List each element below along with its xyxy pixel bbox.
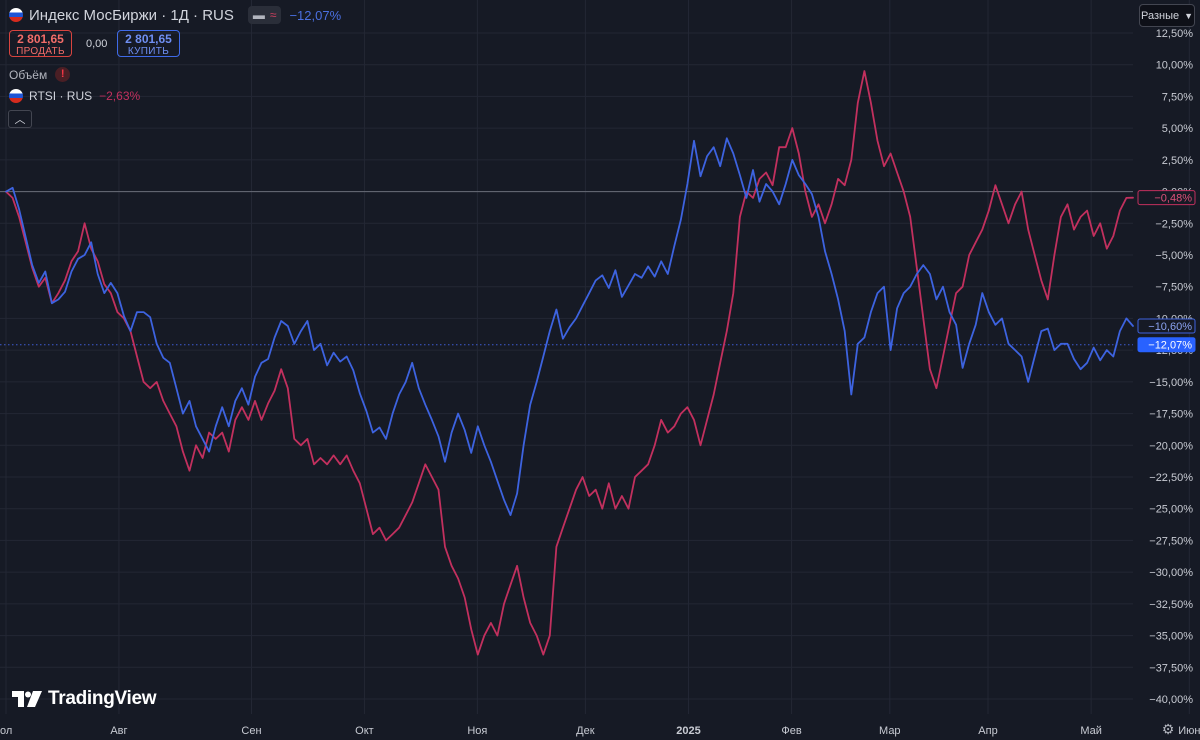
y-tick-label: −32,50% — [1149, 599, 1193, 611]
x-tick-label: Авг — [110, 725, 127, 737]
spread-value: 0,00 — [86, 38, 108, 50]
rtsi-last-value-badge-bg — [1137, 190, 1196, 206]
tradingview-logo-icon — [12, 691, 42, 707]
buy-button[interactable]: 2 801,65 КУПИТЬ — [117, 30, 180, 57]
y-tick-label: −22,50% — [1149, 472, 1193, 484]
moex-last-value-badge-bg — [1137, 318, 1196, 334]
x-tick-label: ол — [0, 725, 12, 737]
chart-series — [5, 70, 1134, 656]
y-tick-label: −37,50% — [1149, 662, 1193, 674]
y-tick-label: −15,00% — [1149, 377, 1193, 389]
y-tick-label: −5,00% — [1155, 250, 1193, 262]
y-tick-label: 7,50% — [1162, 91, 1193, 103]
current-price-badge-bg — [1137, 337, 1196, 353]
symbol-change: −12,07% — [289, 7, 342, 23]
sell-label: ПРОДАТЬ — [16, 46, 65, 57]
russia-flag-icon — [9, 89, 23, 103]
x-tick-label: Ноя — [467, 725, 487, 737]
sell-price: 2 801,65 — [17, 32, 64, 46]
volume-label: Объём — [9, 67, 48, 82]
y-tick-label: 2,50% — [1162, 155, 1193, 167]
x-tick-label: 2025 — [676, 725, 700, 737]
x-tick-label: Фев — [781, 725, 801, 737]
compare-title: RTSI · RUS — [29, 89, 93, 103]
gear-icon[interactable]: ⚙ — [1161, 721, 1175, 737]
y-tick-label: 5,00% — [1162, 123, 1193, 135]
volume-legend[interactable]: Объём ! — [9, 67, 71, 82]
y-tick-label: −2,50% — [1155, 218, 1193, 230]
series-line — [5, 70, 1134, 656]
scale-mode-button[interactable]: Разные ▼ — [1139, 4, 1195, 27]
y-tick-label: −40,00% — [1149, 694, 1193, 706]
current-price-badge: −12,07% — [1148, 340, 1192, 352]
approx-icon: ≈ — [269, 8, 277, 22]
series-line — [5, 137, 1134, 516]
moex-last-value-badge: −10,60% — [1148, 321, 1192, 333]
chevron-down-icon: ▼ — [1184, 10, 1194, 21]
buy-price: 2 801,65 — [125, 32, 172, 46]
y-tick-label: −20,00% — [1149, 440, 1193, 452]
compare-change: −2,63% — [99, 89, 141, 103]
y-tick-label: 10,00% — [1156, 60, 1194, 72]
x-tick-label: Мар — [879, 725, 901, 737]
warning-icon[interactable]: ! — [55, 67, 71, 82]
indicator-toggle[interactable]: ▬ ≈ — [247, 6, 282, 24]
price-badges: −0,48% −10,60% −12,07% — [1137, 190, 1196, 353]
y-tick-label: −7,50% — [1155, 282, 1193, 294]
symbol-title[interactable]: Индекс МосБиржи · 1Д · RUS — [29, 6, 234, 24]
x-axis[interactable]: олАвгСенОктНояДек2025ФевМарАпрМайИюнИк — [0, 725, 1200, 737]
tradingview-logo[interactable]: TradingView — [12, 688, 157, 710]
buy-label: КУПИТЬ — [127, 46, 170, 57]
collapse-legend-button[interactable]: ︿ — [8, 110, 32, 128]
y-tick-label: −27,50% — [1149, 535, 1193, 547]
reference-lines — [0, 191, 1133, 346]
minus-icon: ▬ — [252, 8, 265, 22]
x-tick-label: Сен — [241, 725, 261, 737]
x-tick-label: Июн — [1178, 725, 1200, 737]
logo-text: TradingView — [48, 688, 157, 709]
chevron-up-icon: ︿ — [14, 114, 26, 126]
y-tick-label: −17,50% — [1149, 409, 1193, 421]
sell-button[interactable]: 2 801,65 ПРОДАТЬ — [9, 30, 72, 57]
x-tick-label: Дек — [576, 725, 595, 737]
x-tick-label: Окт — [355, 725, 374, 737]
symbol-header[interactable]: Индекс МосБиржи · 1Д · RUS ▬ ≈ −12,07% — [9, 6, 341, 24]
rtsi-last-value-badge: −0,48% — [1154, 193, 1192, 205]
y-axis[interactable]: 12,50%10,00%7,50%5,00%2,50%0,00%−2,50%−5… — [1149, 28, 1193, 706]
y-tick-label: −25,00% — [1149, 504, 1193, 516]
chart-grid — [0, 0, 1190, 714]
x-tick-label: Май — [1080, 725, 1102, 737]
y-tick-label: −35,00% — [1149, 631, 1193, 643]
russia-flag-icon — [9, 8, 23, 22]
y-tick-label: 12,50% — [1156, 28, 1194, 40]
x-tick-label: Апр — [978, 725, 997, 737]
y-tick-label: −30,00% — [1149, 567, 1193, 579]
compare-legend[interactable]: RTSI · RUS −2,63% — [9, 89, 140, 103]
scale-mode-label: Разные — [1140, 9, 1180, 22]
